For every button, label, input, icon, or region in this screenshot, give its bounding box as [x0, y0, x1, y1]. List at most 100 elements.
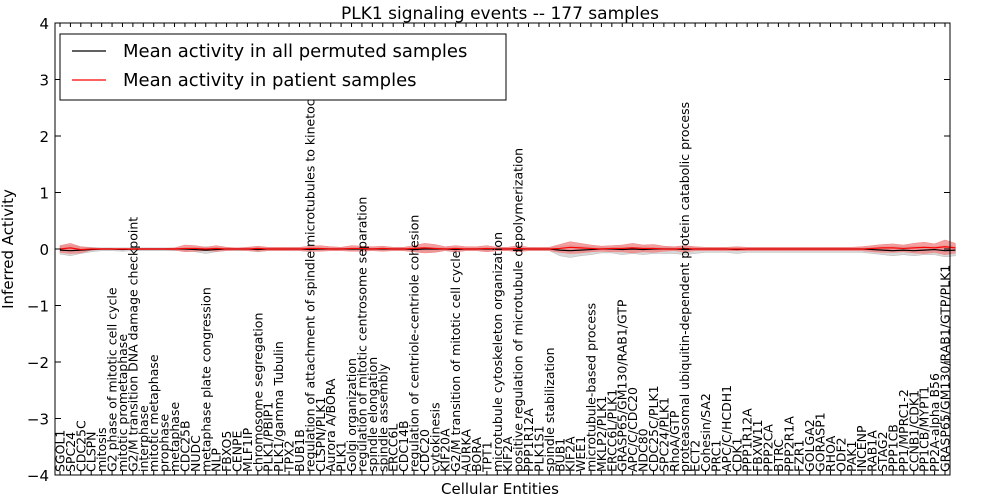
x-tick-label: PLK1/gamma Tubulin — [271, 341, 286, 472]
legend-label-permuted: Mean activity in all permuted samples — [123, 41, 467, 62]
chart-title: PLK1 signaling events -- 177 samples — [341, 4, 659, 24]
x-tick-label: PPP1CB — [885, 424, 900, 472]
x-tick-label: CDK1 — [729, 437, 744, 472]
x-tick-label: KIF2A — [563, 436, 578, 472]
x-tick-label: ECT2 — [688, 440, 703, 472]
x-tick-label: MKLP2/PLK1 — [594, 396, 609, 472]
x-tick-label: microtubule-based process — [584, 303, 599, 472]
legend-box — [59, 33, 507, 101]
x-tick-label: metaphase — [167, 402, 182, 472]
x-tick-label: KIF20A — [438, 428, 453, 472]
x-tick-label: PPP2CA — [761, 424, 776, 472]
x-tick-label: APC/C/HCDH1 — [719, 385, 734, 472]
x-tick-label: CLSPN — [84, 431, 99, 472]
x-tick-label: microtubule cytoskeleton organization — [490, 232, 505, 472]
x-tick-label: ERCC6L — [386, 424, 401, 472]
x-tick-label: TPX2 — [282, 440, 297, 473]
x-tick-label: mitotic metaphase — [146, 354, 161, 472]
x-tick-label: FBXO5 — [219, 431, 234, 472]
x-tick-label: Golgi organization — [344, 358, 359, 472]
x-tick-label: mitotic prometaphase — [115, 334, 130, 472]
x-tick-label: FZR1 — [792, 440, 807, 472]
x-tick-label: CDC25B — [177, 420, 192, 472]
x-tick-label: PRC1 — [708, 440, 723, 472]
x-tick-label: PLK1/PBIP1 — [261, 402, 276, 472]
x-tick-label: PPP1R12A — [740, 408, 755, 472]
x-tick-label: positive regulation of microtubule depol… — [511, 148, 526, 472]
x-tick-label: interphase — [136, 405, 151, 472]
lines-layer — [59, 246, 956, 252]
x-tick-label: proteasomal ubiquitin-dependent protein … — [677, 102, 692, 472]
x-tick-label: SGOL1 — [53, 430, 68, 472]
x-tick-label: G2/M transition of mitotic cell cycle — [448, 250, 463, 472]
x-tick-label: ERCC6L/PLK1 — [604, 389, 619, 472]
x-tick-label: regulation of mitotic centrosome separat… — [354, 197, 369, 472]
y-tick-label: 4 — [39, 15, 49, 33]
x-tick-label: PPP2R1A — [781, 416, 796, 472]
x-tick-label: SPC24 — [63, 432, 78, 472]
x-tick-label: PPP1R12A — [521, 408, 536, 472]
x-tick-label: CCNB1/CDK1 — [906, 390, 921, 472]
y-tick-label: 0 — [39, 241, 49, 259]
x-tick-label: PP2A-alpha B56 — [927, 373, 942, 472]
x-tick-label: G2 phase of mitotic cell cycle — [105, 287, 120, 472]
x-tick-label: spindle assembly — [375, 363, 390, 472]
series-line-1 — [59, 246, 956, 251]
y-tick-label: 2 — [39, 128, 49, 146]
x-tick-label: G2/M transition DNA damage checkpoint — [125, 217, 140, 472]
x-tick-label: NUDC — [188, 435, 203, 472]
x-tick-label: BORA — [469, 437, 484, 472]
x-tick-label: MLF1IP — [240, 427, 255, 472]
x-tick-label: RHOA — [823, 435, 838, 472]
x-tick-label: prophase — [157, 414, 172, 472]
x-tick-label: metaphase plate congression — [198, 287, 213, 472]
x-tick-label: spindle stabilization — [542, 347, 557, 472]
y-tick-label: −4 — [27, 467, 49, 485]
x-tick-label: TPT1 — [479, 441, 494, 473]
y-tick-label: 3 — [39, 72, 49, 90]
x-tick-label: KIF2A — [500, 436, 515, 472]
x-tick-label: FBXW11 — [750, 419, 765, 472]
x-tick-label: PAK1 — [844, 441, 859, 472]
x-tick-label: CENPE — [230, 430, 245, 472]
x-tick-label: mitosis — [94, 427, 109, 472]
x-tick-label: CDC25C — [73, 420, 88, 472]
x-tick-label: CDC20 — [417, 429, 432, 472]
legend: Mean activity in all permuted samples Me… — [59, 33, 507, 101]
y-tick-label: −1 — [27, 298, 49, 316]
x-tick-label: GRASP65/GM130/RAB1/GTP — [615, 299, 630, 472]
x-tick-label: ODF2 — [833, 437, 848, 472]
x-tick-label: PP1/MPRC1-2 — [896, 389, 911, 472]
x-tick-label: Aurora A/BORA — [323, 378, 338, 472]
x-tick-label: NLP — [209, 448, 224, 472]
x-tick-label: STAG2 — [875, 431, 890, 472]
x-axis-label: Cellular Entities — [441, 480, 559, 498]
x-tick-label: CDC25C/PLK1 — [646, 385, 661, 472]
x-tick-label: NDC80 — [636, 428, 651, 472]
x-tick-label: RhoA/GTP — [667, 410, 682, 472]
x-tick-label: APC/C/CDC20 — [625, 387, 640, 472]
x-tick-label: SPC24/PLK1 — [656, 397, 671, 472]
x-tick-label: BTRC — [771, 439, 786, 472]
x-tick-label: PLK1S1 — [531, 425, 546, 472]
x-tick-label: CLSPN/PLK1 — [313, 397, 328, 472]
y-axis-label: Inferred Activity — [0, 189, 17, 309]
x-tick-label: Cohesin/SA2 — [698, 393, 713, 472]
x-tick-label: PLK1 — [334, 441, 349, 472]
legend-label-patient: Mean activity in patient samples — [123, 70, 417, 91]
axis-ticks: −4 −3 −2 −1 0 1 2 3 4 — [27, 15, 950, 485]
y-tick-label: 1 — [39, 185, 49, 203]
x-tick-label: AURKA — [459, 429, 474, 472]
x-tick-label: RAB1A — [865, 430, 880, 472]
series-band-1 — [59, 239, 956, 255]
x-tick-label: regulation of attachment of spindle micr… — [302, 71, 317, 472]
x-tick-label: cytokinesis — [427, 402, 442, 472]
x-tick-label: GOLGA2 — [802, 419, 817, 472]
x-tick-label: BUB1 — [552, 438, 567, 472]
x-tick-label: spindle elongation — [365, 357, 380, 472]
x-tick-label: GRASP65/GM130/RAB1/GTP/PLK1 — [938, 265, 953, 472]
x-tick-label: chromosome segregation — [250, 313, 265, 472]
